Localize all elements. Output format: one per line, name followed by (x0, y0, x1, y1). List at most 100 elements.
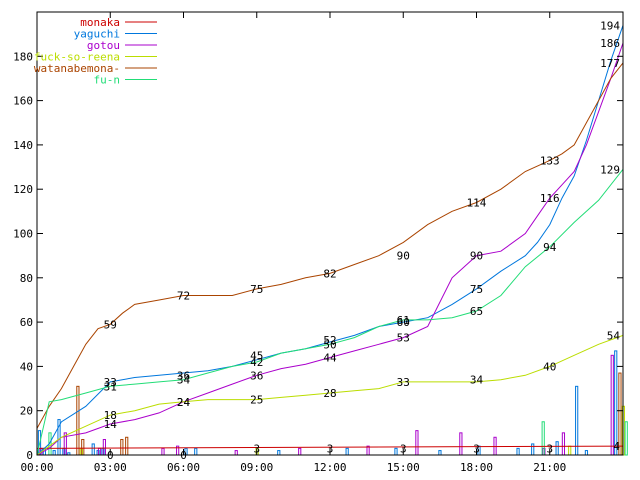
data-label: 133 (540, 154, 560, 167)
series-line-monaka (36, 445, 624, 449)
data-label: 129 (600, 163, 620, 176)
x-tick-label: 18:00 (460, 461, 493, 474)
data-label: 65 (470, 305, 483, 318)
bar-yaguchi (345, 447, 349, 456)
data-label: 31 (104, 380, 117, 393)
data-label: 54 (607, 329, 621, 342)
data-label: 34 (470, 374, 484, 387)
legend-label: fu-n (94, 74, 121, 87)
legend-label: monaka (80, 16, 120, 29)
bar-label: 3 (546, 442, 553, 455)
legend-label: fuck-so-reena (34, 51, 120, 64)
bars-layer (37, 350, 628, 456)
bar-fu-n (624, 421, 628, 456)
bar-gotou (459, 432, 463, 456)
data-label: 52 (323, 334, 336, 347)
bar-yaguchi (575, 385, 579, 456)
data-label: 75 (470, 283, 483, 296)
data-label: 36 (250, 369, 263, 382)
bar-label: 3 (473, 442, 480, 455)
x-tick-label: 09:00 (240, 461, 273, 474)
bar-yaguchi (555, 441, 559, 456)
y-tick-label: 0 (26, 449, 33, 462)
axes-layer: 0 20 40 60 80 100 120 140 160 180 00:00 03:00 06:00 0… (13, 12, 623, 474)
y-tick-label: 20 (20, 405, 33, 418)
y-tick-label: 160 (13, 95, 33, 108)
x-tick-label: 03:00 (94, 461, 127, 474)
data-label: 33 (104, 376, 117, 389)
series-line-fuck-so-reena (36, 334, 624, 456)
bar-gotou (234, 450, 238, 456)
bar-yaguchi (52, 450, 56, 456)
x-tick-label: 00:00 (20, 461, 53, 474)
y-tick-label: 120 (13, 183, 33, 196)
y-tick-label: 40 (20, 360, 33, 373)
data-label: 82 (323, 267, 336, 280)
data-label: 34 (177, 374, 191, 387)
bar-yaguchi (277, 450, 281, 456)
legend-label: yaguchi (74, 28, 120, 41)
bar-yaguchi (531, 443, 535, 456)
bar-yaguchi (194, 447, 198, 456)
bar-gotou (298, 447, 302, 456)
data-label: 90 (470, 250, 483, 263)
data-label: 14 (104, 418, 118, 431)
data-label: 114 (467, 196, 487, 209)
series-line-fu-n (36, 168, 624, 456)
lines-layer (36, 25, 624, 456)
legend-label: watanabemona- (34, 62, 120, 75)
data-label: 60 (397, 316, 410, 329)
bar-watanabemona- (125, 436, 129, 456)
data-label: 24 (177, 396, 191, 409)
series-line-yaguchi (36, 25, 624, 456)
data-label: 44 (323, 352, 337, 365)
x-tick-label: 12:00 (313, 461, 346, 474)
data-label: 59 (104, 318, 117, 331)
data-label: 24 (177, 396, 191, 409)
data-label: 194 (600, 19, 620, 32)
x-tick-label: 06:00 (167, 461, 200, 474)
y-tick-label: 80 (20, 272, 33, 285)
data-label: 61 (397, 314, 410, 327)
data-label: 90 (397, 250, 410, 263)
series-line-watanabemona- (36, 62, 624, 429)
data-label: 94 (543, 241, 557, 254)
data-label: 75 (250, 283, 263, 296)
bar-watanabemona- (120, 438, 124, 456)
x-tick-label: 15:00 (387, 461, 420, 474)
bar-label: 3 (400, 442, 407, 455)
y-tick-label: 140 (13, 139, 33, 152)
bar-yaguchi (394, 447, 398, 456)
data-label: 40 (543, 360, 556, 373)
data-label: 186 (600, 37, 620, 50)
data-label: 72 (177, 290, 190, 303)
bar-yaguchi (516, 447, 520, 456)
series-line-gotou (36, 42, 624, 456)
data-label: 45 (250, 349, 263, 362)
data-label: 33 (397, 376, 410, 389)
bar-label: 3 (327, 442, 334, 455)
bar-label: 3 (253, 442, 260, 455)
data-label: 42 (250, 356, 263, 369)
data-label: 18 (104, 409, 117, 422)
data-label: 177 (600, 57, 620, 70)
bar-fuck-so-reena (568, 445, 572, 456)
y-tick-label: 180 (13, 50, 33, 63)
data-label: 28 (323, 387, 336, 400)
bar-yaguchi (438, 450, 442, 456)
y-tick-label: 100 (13, 228, 33, 241)
bar-gotou (161, 447, 165, 456)
bar-watanabemona- (76, 385, 80, 456)
bar-label: 4 (613, 440, 620, 453)
legend: monakayaguchigotoufuck-so-reenawatanabem… (34, 16, 157, 87)
data-label: 50 (323, 338, 336, 351)
bar-gotou (415, 430, 419, 456)
data-label: 36 (177, 369, 190, 382)
legend-label: gotou (87, 39, 120, 52)
data-label: 53 (397, 332, 410, 345)
bar-yaguchi (584, 450, 589, 456)
y-tick-label: 60 (20, 316, 33, 329)
x-tick-label: 21:00 (533, 461, 566, 474)
